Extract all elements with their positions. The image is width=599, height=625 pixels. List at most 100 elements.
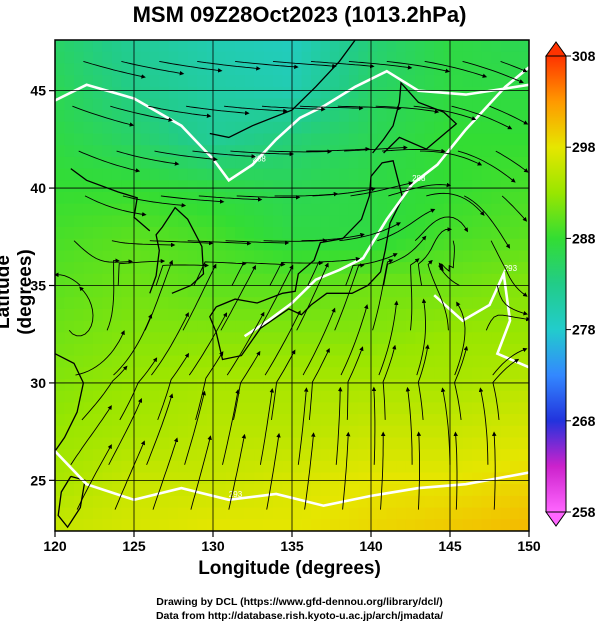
- field-cell: [320, 484, 331, 497]
- field-cell: [434, 379, 445, 392]
- field-cell: [329, 484, 340, 497]
- field-cell: [159, 203, 170, 216]
- field-cell: [529, 449, 539, 461]
- streamline: [501, 195, 528, 222]
- field-cell: [159, 507, 170, 520]
- field-cell: [529, 344, 539, 356]
- field-cell: [64, 344, 75, 357]
- field-cell: [102, 507, 113, 520]
- field-cell: [386, 40, 397, 53]
- field-cell: [462, 40, 473, 53]
- field-cell: [244, 192, 255, 205]
- field-cell: [140, 63, 151, 76]
- field-cell: [500, 203, 511, 216]
- field-cell: [263, 227, 274, 240]
- field-cell: [443, 414, 454, 427]
- field-cell: [462, 51, 473, 64]
- field-cell: [206, 367, 217, 380]
- field-cell: [121, 215, 132, 228]
- field-cell: [529, 356, 539, 368]
- field-cell: [301, 472, 312, 485]
- field-cell: [140, 355, 151, 368]
- field-cell: [462, 180, 473, 193]
- field-cell: [424, 367, 435, 380]
- field-cell: [396, 449, 407, 462]
- field-cell: [377, 51, 388, 64]
- field-cell: [121, 63, 132, 76]
- field-cell: [282, 133, 293, 146]
- field-cell: [320, 75, 331, 88]
- field-cell: [405, 344, 416, 357]
- field-cell: [387, 531, 397, 543]
- field-cell: [434, 414, 445, 427]
- colorbar-label: 278: [572, 322, 596, 338]
- field-cell: [178, 203, 189, 216]
- field-cell: [529, 180, 539, 192]
- streamline: [388, 182, 452, 197]
- field-cell: [386, 110, 397, 123]
- field-cell: [74, 51, 85, 64]
- streamline: [116, 150, 180, 166]
- field-cell: [434, 238, 445, 251]
- field-cell: [377, 355, 388, 368]
- field-cell: [254, 472, 265, 485]
- field-cell: [320, 133, 331, 146]
- field-cell: [510, 180, 521, 193]
- field-cell: [244, 355, 255, 368]
- field-cell: [225, 437, 236, 450]
- field-cell: [235, 320, 246, 333]
- field-cell: [434, 250, 445, 263]
- field-cell: [102, 262, 113, 275]
- streamline: [195, 351, 224, 421]
- field-cell: [282, 495, 293, 509]
- field-cell: [121, 332, 132, 345]
- field-cell: [102, 414, 113, 427]
- field-cell: [168, 227, 179, 240]
- field-cell: [453, 495, 464, 509]
- field-cell: [292, 262, 303, 275]
- field-cell: [491, 121, 502, 135]
- field-cell: [500, 227, 511, 240]
- field-cell: [348, 297, 359, 310]
- field-cell: [339, 227, 350, 240]
- field-cell: [405, 495, 416, 509]
- field-cell: [197, 297, 208, 310]
- field-cell: [367, 250, 378, 263]
- field-cell: [140, 75, 151, 88]
- field-cell: [434, 472, 445, 485]
- field-cell: [481, 40, 492, 53]
- field-cell: [111, 297, 122, 310]
- field-cell: [491, 344, 502, 357]
- field-cell: [510, 168, 521, 181]
- field-cell: [140, 472, 151, 485]
- field-cell: [149, 308, 160, 322]
- streamline: [348, 60, 413, 70]
- field-cell: [424, 262, 435, 275]
- field-cell: [396, 414, 407, 427]
- streamline: [383, 235, 427, 286]
- field-cell: [168, 121, 179, 135]
- streamline: [68, 286, 94, 337]
- field-cell: [491, 402, 502, 415]
- field-cell: [443, 156, 454, 170]
- field-cell: [111, 203, 122, 216]
- field-cell: [377, 180, 388, 193]
- field-cell: [168, 168, 179, 181]
- field-cell: [159, 402, 170, 415]
- field-cell: [178, 507, 189, 520]
- field-cell: [339, 203, 350, 216]
- field-cell: [462, 133, 473, 146]
- field-cell: [74, 40, 85, 53]
- field-cell: [102, 227, 113, 240]
- field-cell: [225, 215, 236, 228]
- field-cell: [386, 168, 397, 181]
- field-cell: [273, 168, 284, 181]
- field-cell: [500, 460, 511, 474]
- field-cell: [396, 308, 407, 322]
- field-cell: [425, 531, 435, 543]
- field-cell: [83, 86, 94, 100]
- field-cell: [510, 437, 521, 450]
- field-cell: [254, 507, 265, 520]
- field-cell: [519, 320, 529, 333]
- field-cell: [301, 156, 312, 170]
